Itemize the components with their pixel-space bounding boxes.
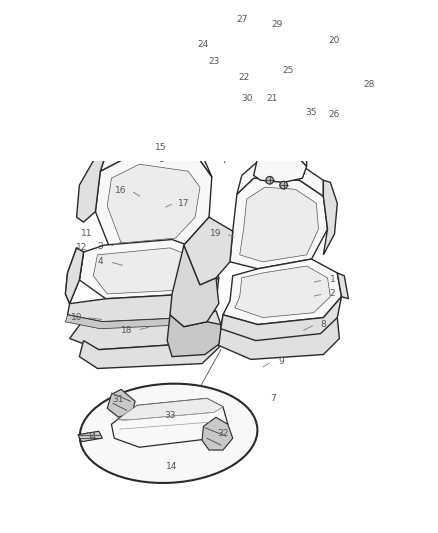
Polygon shape <box>111 399 228 447</box>
Polygon shape <box>258 142 307 166</box>
Text: 21: 21 <box>266 94 277 103</box>
Text: 7: 7 <box>270 394 276 403</box>
Circle shape <box>324 50 334 60</box>
Circle shape <box>266 176 273 184</box>
Circle shape <box>353 81 360 88</box>
Polygon shape <box>79 239 219 299</box>
Text: 15: 15 <box>155 143 166 152</box>
Polygon shape <box>237 161 323 196</box>
Polygon shape <box>67 278 219 322</box>
Text: 22: 22 <box>238 73 250 82</box>
Text: 16: 16 <box>116 186 127 195</box>
Polygon shape <box>77 155 106 222</box>
Text: 9: 9 <box>279 357 284 366</box>
Polygon shape <box>337 273 349 299</box>
Text: 17: 17 <box>178 199 190 208</box>
Text: 31: 31 <box>113 395 124 405</box>
Polygon shape <box>125 142 141 157</box>
Polygon shape <box>139 114 190 141</box>
Polygon shape <box>118 399 223 419</box>
Polygon shape <box>78 431 102 442</box>
Polygon shape <box>219 315 339 359</box>
Circle shape <box>280 181 287 189</box>
Text: 34: 34 <box>85 432 96 441</box>
Text: 19: 19 <box>210 229 222 238</box>
Polygon shape <box>254 150 307 182</box>
Text: 3: 3 <box>97 242 103 251</box>
Polygon shape <box>65 304 216 329</box>
Text: 10: 10 <box>71 313 82 322</box>
Polygon shape <box>235 266 330 318</box>
Text: 27: 27 <box>236 15 247 25</box>
Polygon shape <box>70 311 221 350</box>
Polygon shape <box>100 139 212 177</box>
Polygon shape <box>240 62 256 74</box>
Polygon shape <box>300 80 325 101</box>
Polygon shape <box>95 150 212 252</box>
Text: 2: 2 <box>330 289 335 298</box>
Circle shape <box>307 87 316 96</box>
Text: 1: 1 <box>329 276 336 285</box>
Text: 25: 25 <box>283 66 294 75</box>
Polygon shape <box>65 248 84 304</box>
Polygon shape <box>202 417 233 450</box>
Polygon shape <box>265 60 289 92</box>
Polygon shape <box>223 259 342 325</box>
Circle shape <box>142 149 150 156</box>
Text: 32: 32 <box>217 429 229 438</box>
Polygon shape <box>240 95 250 103</box>
Polygon shape <box>135 123 190 157</box>
Polygon shape <box>224 25 237 41</box>
Text: 12: 12 <box>76 244 87 253</box>
Polygon shape <box>230 178 328 269</box>
Text: 33: 33 <box>164 411 176 419</box>
Polygon shape <box>240 187 318 262</box>
Polygon shape <box>221 297 342 341</box>
Polygon shape <box>323 180 337 255</box>
Polygon shape <box>167 315 221 357</box>
Circle shape <box>263 94 272 103</box>
Polygon shape <box>93 248 209 294</box>
Text: 29: 29 <box>271 20 283 29</box>
Text: 8: 8 <box>321 320 326 329</box>
Polygon shape <box>207 29 231 39</box>
Circle shape <box>158 154 166 161</box>
Text: 35: 35 <box>306 108 317 117</box>
Ellipse shape <box>80 384 258 483</box>
Polygon shape <box>65 248 84 304</box>
Polygon shape <box>184 217 233 285</box>
Text: 11: 11 <box>81 229 92 238</box>
Text: 30: 30 <box>241 94 252 103</box>
Text: 14: 14 <box>166 462 178 471</box>
Polygon shape <box>107 164 200 243</box>
Polygon shape <box>79 325 221 368</box>
Polygon shape <box>265 32 323 50</box>
Text: 4: 4 <box>98 257 103 266</box>
Circle shape <box>304 109 311 116</box>
Text: 23: 23 <box>208 57 219 66</box>
Text: 20: 20 <box>329 36 340 45</box>
Polygon shape <box>314 39 346 69</box>
Text: 24: 24 <box>198 40 209 49</box>
Text: 28: 28 <box>364 80 375 89</box>
Text: 18: 18 <box>121 326 133 335</box>
Polygon shape <box>107 390 135 417</box>
Ellipse shape <box>226 10 379 117</box>
Polygon shape <box>209 37 226 83</box>
Text: 26: 26 <box>329 109 340 118</box>
Polygon shape <box>170 245 219 327</box>
